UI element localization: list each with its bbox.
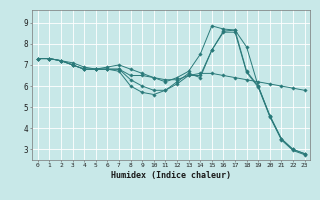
X-axis label: Humidex (Indice chaleur): Humidex (Indice chaleur): [111, 171, 231, 180]
